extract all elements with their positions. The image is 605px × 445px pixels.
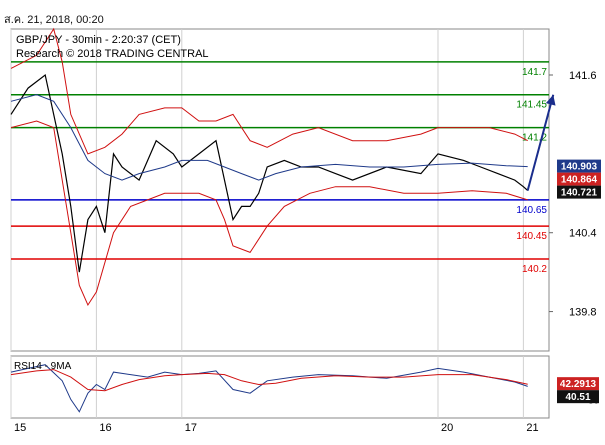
x-tick-20: 20 [441,422,453,434]
forecast-arrow-head [545,94,556,106]
price-tag-bg-140.903 [557,159,601,173]
price-ytick-139.8: 139.8 [569,307,597,319]
rsi-tag-40.51: 40.51 [565,392,590,403]
rsi-tag-bg-42.2913 [557,377,599,391]
panel-frames [10,28,550,419]
price-y-axis: 141.6 140.4 139.8 [549,70,597,319]
x-axis: 15 16 17 20 21 [14,422,539,434]
rsi-tag-42.2913: 42.2913 [560,379,597,390]
price-tag-bg-140.864 [557,172,601,186]
level-label-141.7: 141.7 [522,67,547,78]
level-lines: 141.7 141.45 141.2 140.65 140.45 140.2 [11,61,549,275]
price-tags: 140.903 140.864 140.721 [557,159,601,199]
x-tick-17: 17 [185,422,197,434]
x-tick-21: 21 [526,422,538,434]
x-tick-15: 15 [14,422,26,434]
price-tag-bg-140.721 [557,185,601,199]
rsi-tag-bg-40.51 [557,390,599,404]
level-label-140.45: 140.45 [516,231,547,242]
rsi-series-9MA [10,369,528,392]
chart-header-line1: GBP/JPY - 30min - 2:20:37 (CET) [16,34,181,46]
level-label-141.2: 141.2 [522,133,547,144]
series-price [10,73,529,273]
series-moving-average [10,94,528,181]
level-label-140.2: 140.2 [522,264,547,275]
price-ytick-141.6: 141.6 [569,70,597,82]
series-bollinger-lower [10,120,528,307]
chart-header-line2: Research © 2018 TRADING CENTRAL [16,48,209,60]
forecast-arrow-group [526,94,556,191]
price-panel-frame [10,28,550,352]
price-tag-140.721: 140.721 [561,188,598,199]
rsi-tags: 42.2913 40.51 [557,377,599,404]
x-tick-16: 16 [99,422,111,434]
level-label-141.45: 141.45 [516,100,547,111]
price-tag-140.903: 140.903 [561,162,598,173]
level-label-140.65: 140.65 [516,205,547,216]
series-bollinger-upper [10,27,528,155]
rsi-panel-title: RSI14 - 9MA [14,361,72,372]
forecast-arrow-line [526,94,555,191]
rsi-panel-frame [10,355,550,419]
price-grid [10,29,524,418]
rsi-series-group [10,364,528,413]
price-series-group [10,27,529,307]
price-ytick-140.4: 140.4 [569,228,597,240]
chart-timestamp: ส.ค. 21, 2018, 00:20 [4,14,104,26]
price-tag-140.864: 140.864 [561,175,598,186]
